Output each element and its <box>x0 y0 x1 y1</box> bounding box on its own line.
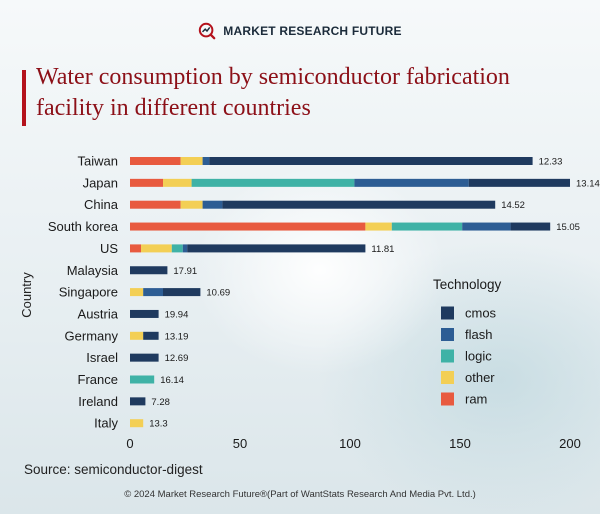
bar-segment-cmos <box>130 266 168 275</box>
x-tick-label: 100 <box>339 436 361 451</box>
data-label: 17.91 <box>173 266 197 277</box>
bar-segment-cmos <box>130 353 159 362</box>
brand-name: MARKET RESEARCH FUTURE <box>223 24 402 38</box>
x-tick-label: 200 <box>559 436 581 451</box>
bar-segment-ram <box>130 178 163 187</box>
bar-segment-logic <box>171 244 183 253</box>
category-label: Israel <box>86 350 118 365</box>
bar-segment-other <box>130 288 144 297</box>
bar-segment-other <box>365 222 392 231</box>
data-label: 16.14 <box>160 375 184 386</box>
bar-segment-ram <box>130 200 181 209</box>
category-label: Singapore <box>59 285 118 300</box>
title-accent-bar <box>22 70 26 126</box>
data-label: 13.3 <box>149 419 168 430</box>
bar-segment-cmos <box>163 288 201 297</box>
bar-segment-other <box>180 157 203 165</box>
bar-segment-cmos <box>222 200 496 209</box>
category-label: Austria <box>78 306 119 321</box>
bar-segment-logic <box>191 178 355 187</box>
category-label: Taiwan <box>78 154 118 169</box>
legend-swatch-flash <box>441 328 454 341</box>
x-tick-label: 0 <box>126 436 133 451</box>
bar-segment-cmos <box>209 157 533 165</box>
bar-segment-flash <box>182 244 188 253</box>
brand-logo-icon <box>199 22 216 40</box>
copyright-note: © 2024 Market Research Future®(Part of W… <box>124 489 476 500</box>
x-tick-label: 150 <box>449 436 471 451</box>
bar-segment-flash <box>202 157 210 165</box>
data-label: 12.33 <box>539 157 563 168</box>
legend-label-ram: ram <box>465 392 487 407</box>
bar-segment-flash <box>143 288 163 297</box>
legend-title: Technology <box>433 277 502 292</box>
data-label: 13.19 <box>165 331 189 342</box>
data-label: 14.52 <box>501 200 525 211</box>
data-label: 13.14 <box>576 178 600 189</box>
chart-title: Water consumption by semiconductor fabri… <box>36 64 510 121</box>
legend-label-other: other <box>465 370 495 385</box>
legend-label-cmos: cmos <box>465 306 497 321</box>
category-label: South korea <box>48 219 119 234</box>
data-label: 12.69 <box>165 353 189 364</box>
bar-segment-ram <box>130 157 181 165</box>
bar-segment-flash <box>354 178 469 187</box>
bar-segment-cmos <box>510 222 551 231</box>
bar-segment-logic <box>391 222 463 231</box>
brand-header: MARKET RESEARCH FUTURE <box>0 22 600 40</box>
bar-segment-other <box>163 178 192 187</box>
source-note: Source: semiconductor-digest <box>24 462 203 477</box>
y-axis-label: Country <box>19 272 34 318</box>
bar-segment-other <box>130 419 144 428</box>
category-label: Malaysia <box>67 263 119 278</box>
category-label: Germany <box>65 328 119 343</box>
x-tick-label: 50 <box>233 436 247 451</box>
category-label: France <box>78 372 118 387</box>
bar-segment-ram <box>130 222 366 231</box>
data-label: 7.28 <box>151 397 170 408</box>
data-label: 15.05 <box>556 222 580 233</box>
bar-segment-cmos <box>143 331 159 340</box>
bar-segment-logic <box>130 375 155 384</box>
bar-segment-ram <box>130 244 141 253</box>
category-label: Ireland <box>78 394 118 409</box>
category-label: Italy <box>94 416 118 431</box>
category-label: China <box>84 197 119 212</box>
bar-segment-flash <box>462 222 511 231</box>
data-label: 19.94 <box>165 309 189 320</box>
bar-segment-other <box>180 200 203 209</box>
data-label: 10.69 <box>206 288 230 299</box>
bar-segment-cmos <box>468 178 570 187</box>
legend-swatch-logic <box>441 349 454 363</box>
legend-label-logic: logic <box>465 349 492 364</box>
legend-label-flash: flash <box>465 327 492 342</box>
bar-segment-flash <box>202 200 223 209</box>
bar-segment-cmos <box>130 309 159 318</box>
bar-segment-other <box>141 244 172 253</box>
bar-segment-other <box>130 331 144 340</box>
legend-swatch-cmos <box>441 306 454 320</box>
category-label: Japan <box>83 175 118 190</box>
category-label: US <box>100 241 118 256</box>
legend-swatch-ram <box>441 392 454 406</box>
bar-segment-cmos <box>187 244 366 253</box>
bar-segment-cmos <box>130 397 146 406</box>
legend-swatch-other <box>441 371 454 384</box>
data-label: 11.81 <box>371 244 394 255</box>
